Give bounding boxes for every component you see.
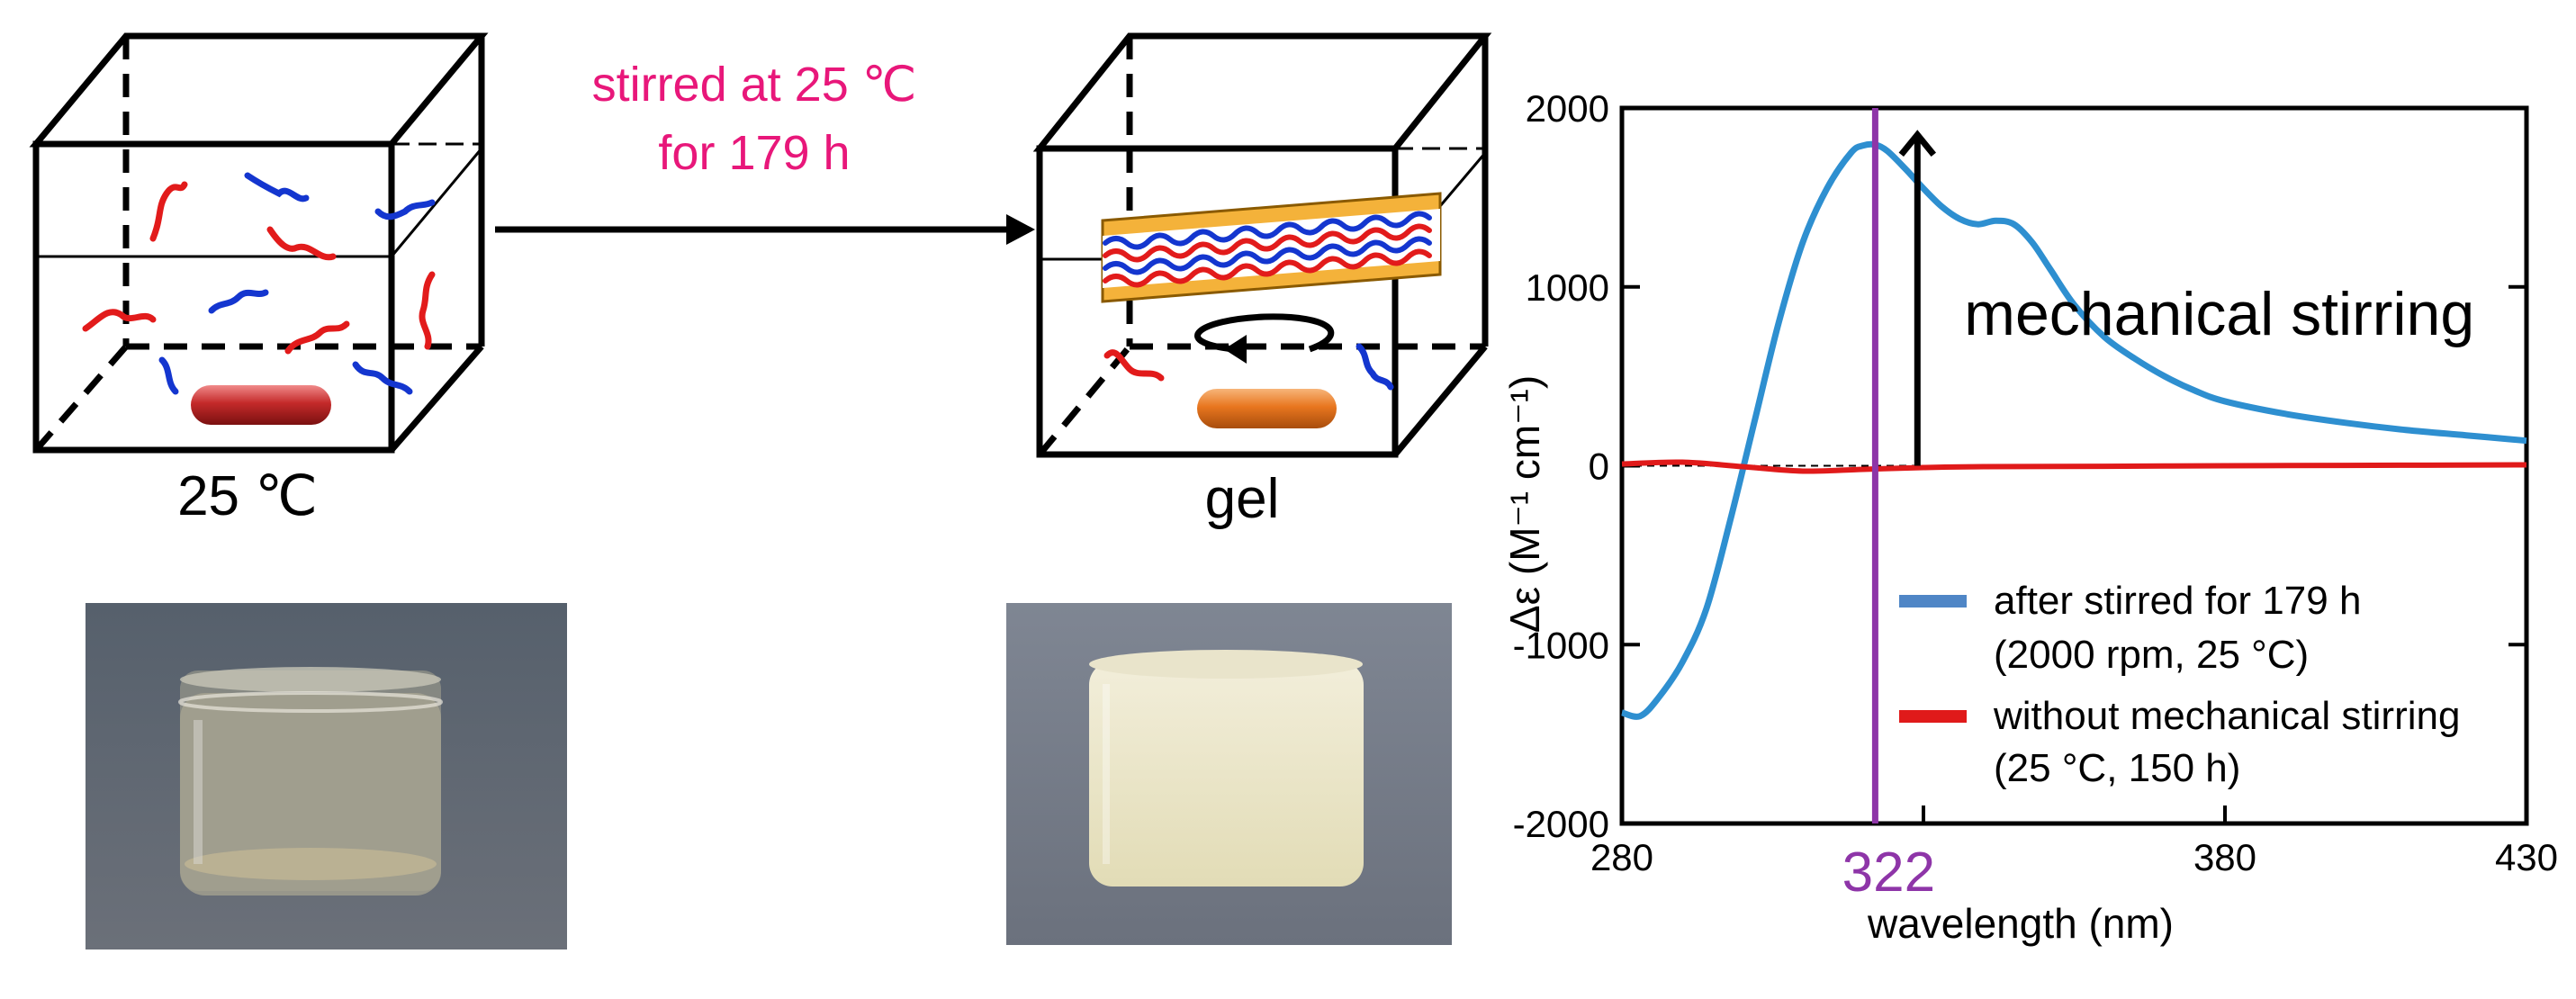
legend-label-after-stirred: after stirred for 179 h: [1994, 579, 2361, 623]
gel-cube-diagram: [1032, 32, 1492, 458]
photo-solution-vial: [86, 603, 567, 950]
y-tick-label-3: -1000: [1513, 624, 1609, 666]
rotation-arrow: [1194, 313, 1335, 364]
y-axis-label: Δε (M⁻¹ cm⁻¹): [1501, 375, 1548, 633]
y-tick-label-0: 2000: [1526, 87, 1609, 130]
annotation-mechanical-stirring: mechanical stirring: [1964, 280, 2474, 348]
stir-bar-red: [191, 385, 331, 425]
legend: after stirred for 179 h (2000 rpm, 25 °C…: [1899, 579, 2460, 790]
series-line-1: [1621, 459, 2527, 474]
legend-detail-after-stirred: (2000 rpm, 25 °C): [1994, 633, 2309, 677]
cd-spectrum-chart: 280 380 430 2000 1000 0 -1000 -2000 322 mechani…: [1501, 87, 2558, 947]
gel-fiber-sheet: [1101, 192, 1442, 303]
remaining-polymer-chains: [1103, 343, 1394, 391]
polymer-chains: [82, 172, 436, 395]
right-box-caption: gel: [1205, 468, 1280, 530]
series-layer: [1620, 140, 2527, 720]
series-line-0: [1620, 140, 2527, 720]
arrow-label-line2: for 179 h: [658, 126, 850, 180]
arrow-label-line1: stirred at 25 ℃: [592, 58, 917, 112]
legend-label-without-stirring: without mechanical stirring: [1993, 694, 2460, 738]
highlight-wavelength-label: 322: [1842, 842, 1935, 904]
x-tick-label-0: 280: [1590, 836, 1653, 878]
y-tick-label-4: -2000: [1513, 803, 1609, 845]
legend-detail-without-stirring: (25 °C, 150 h): [1994, 746, 2240, 790]
axis-tick-labels: 280 380 430 2000 1000 0 -1000 -2000: [1513, 87, 2558, 878]
process-arrow: [495, 214, 1035, 245]
x-axis-label: wavelength (nm): [1867, 900, 2174, 947]
y-tick-label-2: 0: [1589, 446, 1609, 488]
photo-gel-vial: [1006, 603, 1452, 945]
x-tick-label-1: 380: [2193, 836, 2256, 878]
y-tick-label-1: 1000: [1526, 266, 1609, 309]
stir-bar-orange: [1197, 389, 1337, 428]
axis-ticks: [1620, 106, 2528, 825]
solution-cube-diagram: [29, 32, 489, 454]
left-box-caption: 25 ℃: [177, 465, 318, 527]
x-tick-label-2: 430: [2495, 836, 2558, 878]
stirring-annotation-arrow: [1898, 130, 1937, 466]
